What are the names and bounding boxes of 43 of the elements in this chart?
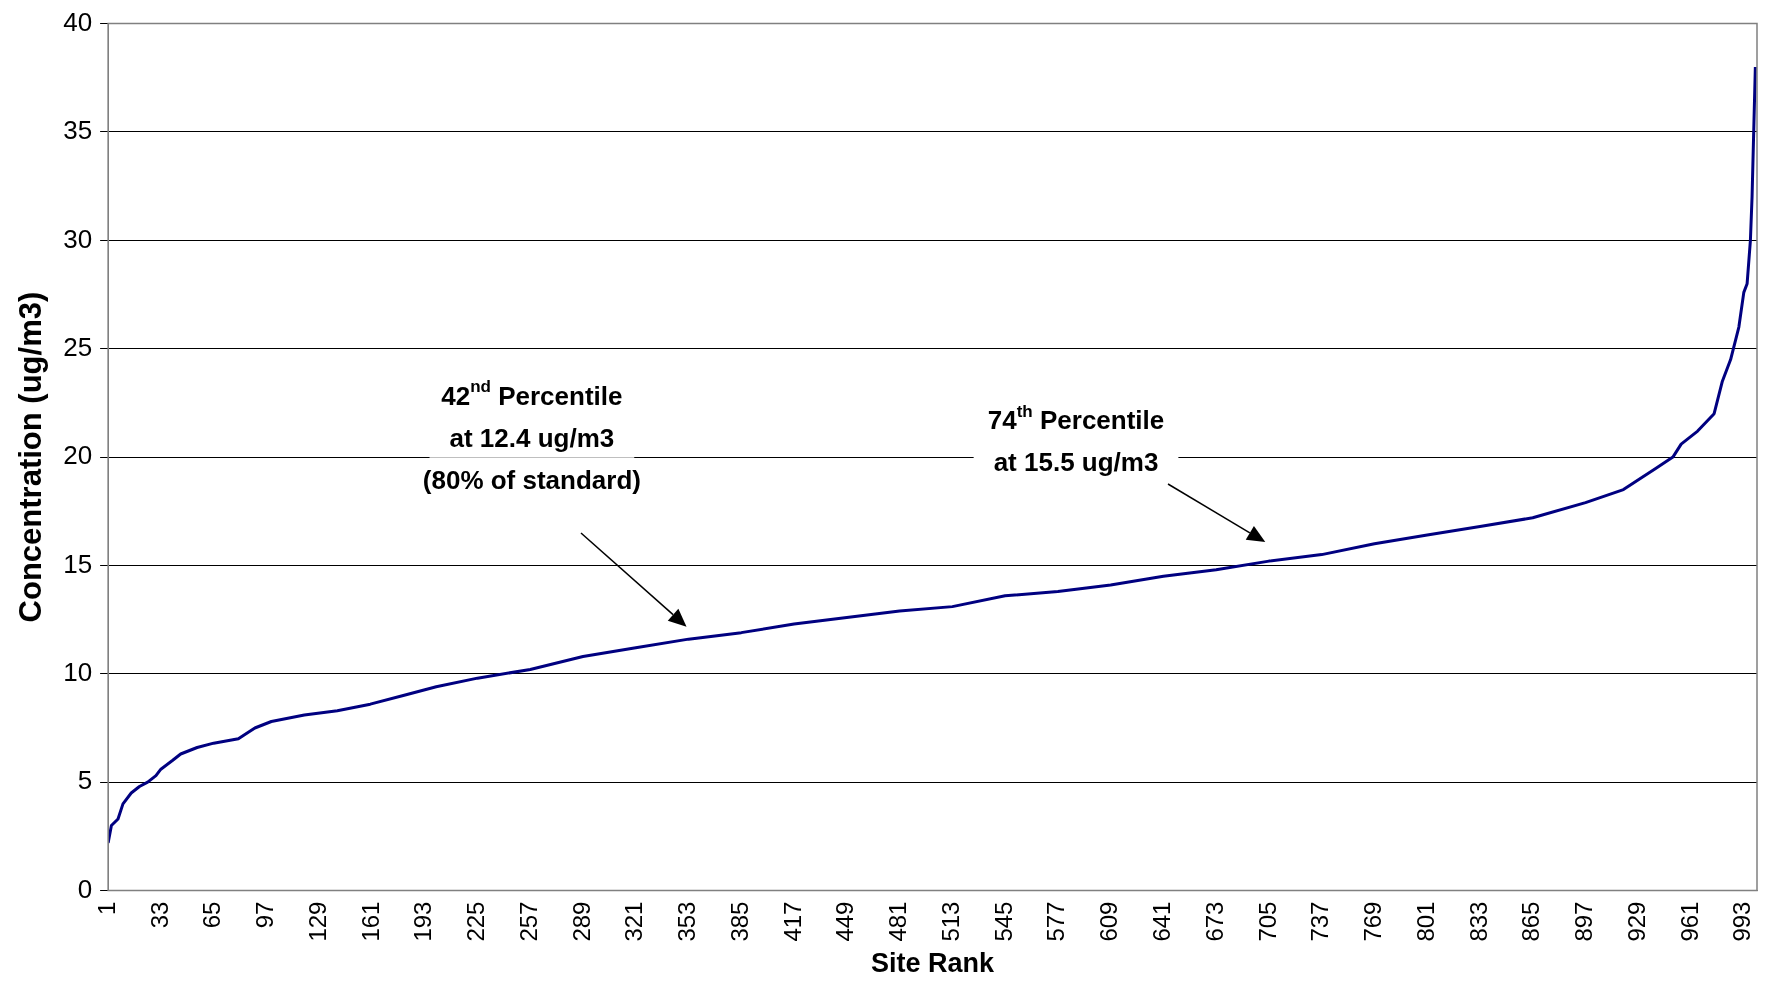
x-tick-label: 737: [1306, 901, 1334, 942]
x-tick-label: 289: [567, 901, 595, 942]
x-tick-label: 897: [1570, 901, 1598, 942]
x-tick-label: 513: [936, 901, 964, 942]
x-tick-label: 865: [1517, 901, 1545, 942]
y-tick-label: 30: [63, 223, 93, 254]
x-tick-label: 353: [673, 901, 701, 942]
y-axis-title: Concentration (ug/m3): [13, 291, 49, 623]
x-tick-label: 673: [1200, 901, 1228, 942]
x-tick-label: 65: [198, 901, 226, 929]
x-tick-label: 321: [620, 901, 648, 942]
x-tick-label: 193: [409, 901, 437, 942]
x-tick-label: 417: [778, 901, 806, 942]
y-tick-label: 20: [63, 440, 93, 471]
x-tick-label: 641: [1148, 901, 1176, 942]
x-tick-label: 609: [1095, 901, 1123, 942]
x-tick-label: 993: [1728, 901, 1756, 942]
x-tick-label: 33: [145, 901, 173, 929]
x-tick-label: 97: [251, 901, 279, 929]
x-axis-title: Site Rank: [871, 948, 996, 979]
y-tick-label: 25: [63, 331, 93, 362]
x-tick-label: 929: [1622, 901, 1650, 942]
x-tick-label: 257: [514, 901, 542, 942]
x-tick-label: 801: [1411, 901, 1439, 942]
y-tick-label: 10: [63, 656, 93, 687]
x-tick-label: 577: [1042, 901, 1070, 942]
y-tick-label: 0: [77, 873, 93, 904]
x-tick-label: 129: [303, 901, 331, 942]
x-tick-label: 161: [356, 901, 384, 942]
x-tick-label: 705: [1253, 901, 1281, 942]
y-tick-label: 35: [63, 115, 93, 146]
x-tick-label: 449: [831, 901, 859, 942]
x-tick-label: 1: [92, 901, 120, 915]
x-tick-label: 833: [1464, 901, 1492, 942]
x-tick-label: 961: [1675, 901, 1703, 942]
y-tick-label: 40: [63, 6, 93, 37]
x-tick-label: 769: [1359, 901, 1387, 942]
y-tick-label: 5: [77, 765, 93, 796]
x-tick-label: 225: [462, 901, 490, 942]
y-tick-label: 15: [63, 548, 93, 579]
x-tick-label: 545: [989, 901, 1017, 942]
x-tick-label: 481: [884, 901, 912, 942]
x-tick-label: 385: [725, 901, 753, 942]
